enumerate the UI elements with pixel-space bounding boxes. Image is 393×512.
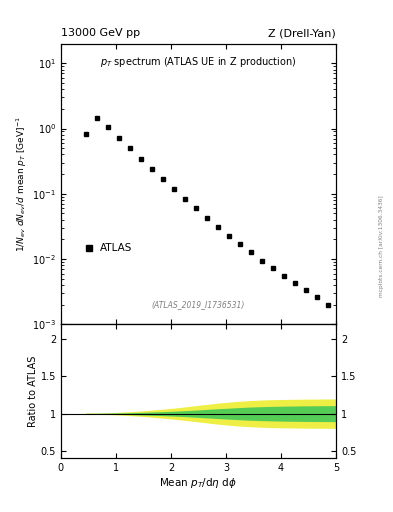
Text: Z (Drell-Yan): Z (Drell-Yan) (268, 28, 336, 38)
Text: (ATLAS_2019_I1736531): (ATLAS_2019_I1736531) (152, 301, 245, 309)
X-axis label: Mean $p_T$/d$\eta$ d$\phi$: Mean $p_T$/d$\eta$ d$\phi$ (160, 476, 237, 490)
Legend: ATLAS: ATLAS (80, 239, 136, 258)
Y-axis label: Ratio to ATLAS: Ratio to ATLAS (28, 356, 38, 427)
Text: 13000 GeV pp: 13000 GeV pp (61, 28, 140, 38)
Text: $p_T$ spectrum (ATLAS UE in Z production): $p_T$ spectrum (ATLAS UE in Z production… (100, 55, 297, 69)
Text: mcplots.cern.ch [arXiv:1306.3436]: mcplots.cern.ch [arXiv:1306.3436] (380, 195, 384, 296)
Y-axis label: $1/N_{ev}\ dN_{ev}/d\ \mathrm{mean}\ p_T\ \mathrm{[GeV]}^{-1}$: $1/N_{ev}\ dN_{ev}/d\ \mathrm{mean}\ p_T… (15, 116, 29, 252)
